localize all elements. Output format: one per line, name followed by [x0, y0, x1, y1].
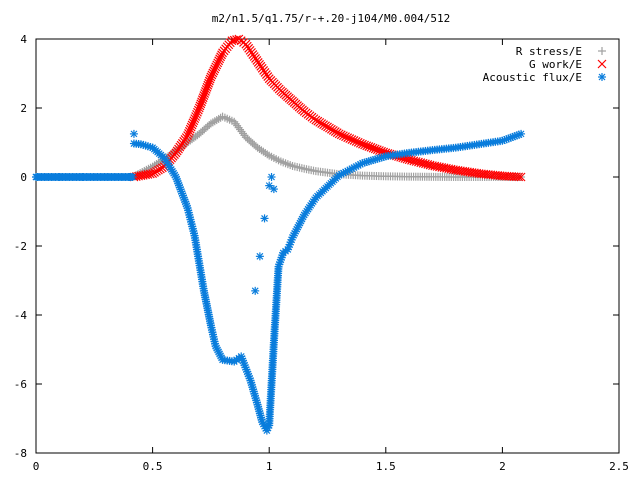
axis-ticks: 0 0.5 1 1.5 2 2.5 -8 -6 -4 -2 0 2 4: [14, 33, 629, 473]
series-3: [32, 129, 278, 295]
data-point: [517, 129, 526, 138]
x-tick-label: 1.5: [376, 460, 396, 473]
data-point: [269, 185, 278, 194]
series-1: [129, 34, 526, 182]
data-point: [260, 214, 269, 223]
data-point: [516, 172, 526, 182]
data-point: [251, 286, 260, 295]
series-marker: [514, 172, 524, 182]
y-tick-label: -2: [14, 240, 27, 253]
data-point: [267, 173, 276, 181]
plot-frame: [35, 38, 620, 454]
series-2: [129, 129, 526, 435]
x-tick-label: 2: [499, 460, 506, 473]
y-tick-label: 0: [20, 171, 27, 184]
x-tick-label: 1: [266, 460, 273, 473]
legend-label: Acoustic flux/E: [483, 71, 582, 84]
plot-border: [35, 38, 620, 454]
series-marker: [217, 50, 227, 60]
legend-marker: [597, 59, 607, 69]
data-point: [129, 129, 138, 138]
data-point: [255, 252, 264, 261]
x-tick-label: 0.5: [143, 460, 163, 473]
data-point: [265, 181, 274, 190]
series-marker: [263, 150, 272, 159]
series-marker: [128, 173, 137, 181]
y-tick-label: -8: [14, 447, 27, 460]
series-0: [129, 112, 526, 181]
chart-title: m2/n1.5/q1.75/r-+.20-j104/M0.004/512: [212, 12, 450, 25]
y-tick-label: 2: [20, 102, 27, 115]
legend-marker: [598, 47, 606, 55]
x-tick-label: 2.5: [609, 460, 629, 473]
legend-marker: [598, 73, 606, 81]
series-layer: [32, 34, 526, 435]
y-tick-label: 4: [20, 33, 27, 46]
x-tick-label: 0: [33, 460, 40, 473]
legend-label: R stress/E: [516, 45, 582, 58]
y-tick-label: -4: [14, 309, 28, 322]
y-tick-label: -6: [14, 378, 27, 391]
legend-label: G work/E: [529, 58, 582, 71]
